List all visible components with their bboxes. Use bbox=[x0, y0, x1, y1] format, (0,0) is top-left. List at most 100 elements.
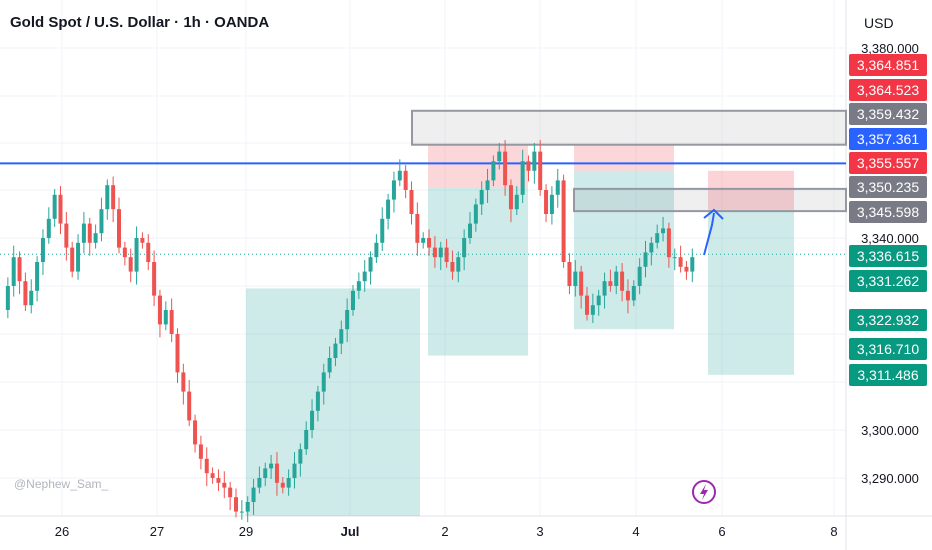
x-tick-label: 8 bbox=[830, 524, 837, 539]
candle bbox=[684, 261, 689, 280]
candle-body bbox=[40, 238, 45, 262]
candle bbox=[666, 222, 671, 268]
candle-body bbox=[310, 410, 315, 430]
candle bbox=[655, 224, 660, 249]
candle bbox=[234, 488, 238, 518]
candle-body bbox=[187, 391, 192, 421]
candle bbox=[649, 237, 654, 266]
candle bbox=[321, 363, 326, 405]
candle-body bbox=[520, 161, 525, 195]
price-label-text: 3,355.557 bbox=[857, 155, 919, 171]
candle bbox=[637, 258, 642, 295]
price-label-text: 3,364.851 bbox=[857, 57, 919, 73]
candle-body bbox=[257, 478, 262, 488]
candles bbox=[5, 140, 695, 523]
candle-body bbox=[684, 266, 689, 272]
candle bbox=[409, 181, 414, 225]
candle bbox=[585, 286, 589, 321]
candle-body bbox=[421, 238, 426, 243]
candle-body bbox=[655, 233, 660, 243]
candle bbox=[403, 165, 408, 199]
price-label-text: 3,345.598 bbox=[857, 204, 919, 220]
x-tick-label: 26 bbox=[55, 524, 69, 539]
price-label-box bbox=[849, 309, 927, 331]
candle bbox=[46, 207, 51, 244]
candle-body bbox=[549, 194, 554, 214]
candle-body bbox=[386, 199, 391, 219]
candle-body bbox=[81, 223, 86, 243]
candle bbox=[421, 232, 426, 249]
candle bbox=[579, 265, 584, 309]
price-label: 3,364.523 bbox=[849, 79, 927, 101]
candle-body bbox=[146, 242, 151, 262]
candle-body bbox=[514, 194, 519, 210]
candle bbox=[345, 298, 350, 343]
candle-body bbox=[280, 482, 285, 488]
candle-body bbox=[532, 151, 537, 171]
candle-body bbox=[468, 223, 472, 238]
price-label-box bbox=[849, 103, 927, 125]
candle-body bbox=[397, 170, 402, 181]
candle-body bbox=[239, 511, 244, 513]
candle-body bbox=[631, 286, 636, 301]
candle-body bbox=[210, 473, 215, 478]
candle bbox=[228, 481, 233, 511]
candle-body bbox=[99, 209, 104, 234]
candle bbox=[520, 149, 525, 203]
candle bbox=[274, 452, 279, 496]
currency-label[interactable]: USD bbox=[864, 15, 894, 31]
candle-body bbox=[345, 310, 350, 330]
candle-body bbox=[269, 463, 274, 469]
candle bbox=[631, 280, 636, 307]
candle bbox=[292, 452, 297, 489]
long-position-box bbox=[428, 187, 528, 356]
candle-body bbox=[403, 170, 408, 190]
candle bbox=[427, 229, 432, 256]
candle-body bbox=[298, 449, 303, 464]
candle-body bbox=[193, 420, 198, 445]
candle bbox=[661, 216, 666, 242]
candle-body bbox=[555, 180, 560, 195]
long-position-box bbox=[574, 170, 674, 330]
candle bbox=[625, 279, 630, 314]
candle bbox=[304, 421, 309, 455]
candle-body bbox=[391, 180, 396, 200]
candle bbox=[81, 212, 86, 254]
candle bbox=[602, 272, 607, 309]
candle bbox=[52, 189, 57, 227]
candle-body bbox=[643, 252, 648, 267]
candle bbox=[590, 293, 595, 323]
candle-body bbox=[573, 271, 578, 286]
candle-body bbox=[204, 458, 209, 474]
candle-body bbox=[432, 247, 437, 258]
x-tick-label: Jul bbox=[341, 524, 360, 539]
candle bbox=[117, 197, 121, 254]
candle bbox=[456, 251, 461, 283]
arrow-path bbox=[703, 212, 715, 256]
candle bbox=[438, 241, 443, 271]
candle bbox=[362, 260, 367, 292]
supply-zone bbox=[411, 109, 847, 146]
candle-body bbox=[46, 218, 51, 238]
candle-body bbox=[362, 271, 367, 282]
candle bbox=[538, 140, 543, 196]
price-label-text: 3,350.235 bbox=[857, 179, 919, 195]
candle bbox=[70, 241, 75, 278]
candle-body bbox=[163, 310, 168, 325]
candle-body bbox=[216, 478, 221, 483]
candle-body bbox=[374, 242, 379, 258]
candle bbox=[140, 232, 145, 249]
candle bbox=[204, 447, 209, 487]
candle bbox=[368, 251, 373, 285]
candle bbox=[327, 346, 332, 379]
candle-body bbox=[117, 209, 121, 248]
candle bbox=[76, 234, 81, 280]
price-label-text: 3,364.523 bbox=[857, 82, 919, 98]
candle-body bbox=[17, 257, 22, 282]
arrow-head bbox=[703, 208, 724, 220]
candle-body bbox=[637, 266, 642, 286]
candle-body bbox=[427, 238, 432, 248]
x-tick-label: 29 bbox=[239, 524, 253, 539]
candle bbox=[175, 328, 180, 383]
